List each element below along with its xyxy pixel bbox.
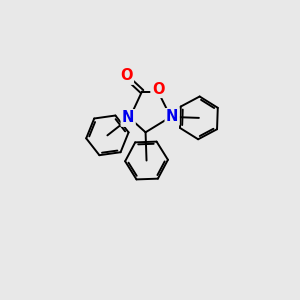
- Text: N: N: [122, 110, 134, 125]
- Text: O: O: [120, 68, 133, 83]
- Text: N: N: [166, 110, 178, 124]
- Text: O: O: [152, 82, 164, 97]
